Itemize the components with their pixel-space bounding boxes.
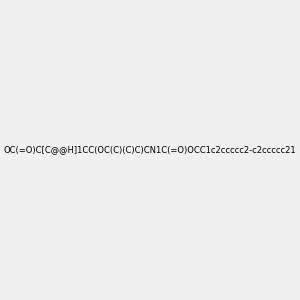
Text: OC(=O)C[C@@H]1CC(OC(C)(C)C)CN1C(=O)OCC1c2ccccc2-c2ccccc21: OC(=O)C[C@@H]1CC(OC(C)(C)C)CN1C(=O)OCC1c… (4, 146, 296, 154)
